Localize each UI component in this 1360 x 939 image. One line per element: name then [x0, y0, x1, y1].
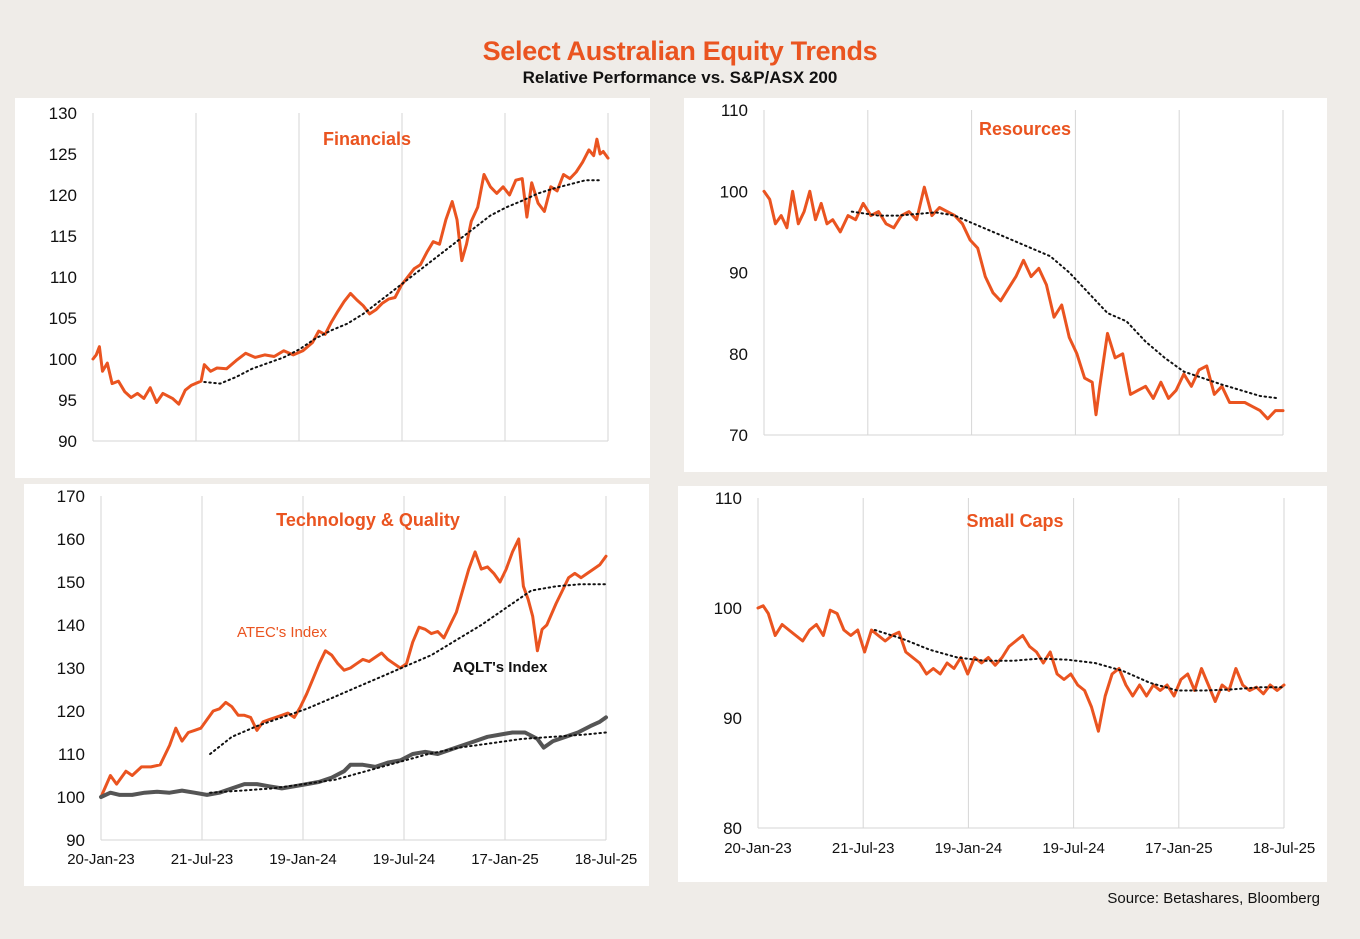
series-line: [762, 185, 1285, 421]
y-tick-label: 110: [721, 101, 748, 120]
x-tick-label: 20-Jan-23: [67, 851, 135, 868]
y-tick-label: 120: [49, 186, 77, 205]
moving-average-line: [209, 583, 607, 755]
moving-average-line: [850, 210, 1281, 400]
y-tick-label: 70: [729, 426, 748, 445]
y-tick-label: 80: [723, 819, 742, 838]
y-tick-label: 150: [57, 573, 85, 592]
resources-panel: 70 80 90 100 110 Resources: [684, 98, 1327, 472]
financials-chart: 90 95 100 105 110 115 120 125 130 Financials: [49, 104, 610, 451]
y-tick-label: 100: [720, 182, 748, 201]
series-annotation: AQLT's Index: [453, 659, 549, 676]
y-tick-label: 100: [49, 350, 77, 369]
technology-quality-chart: 90 100 110 120 130 140 150 160 170 20-Jan-23 21-Ju…: [57, 487, 638, 868]
small-caps-chart: 80 90 100 110 20-Jan-23 21-Jul-23 19-Jan-24 19-…: [714, 489, 1316, 857]
series-line: [99, 537, 608, 799]
x-tick-label: 19-Jul-24: [373, 851, 436, 868]
page-title: Select Australian Equity Trends: [482, 36, 878, 66]
x-tick-label: 21-Jul-23: [832, 840, 895, 857]
x-tick-label: 20-Jan-23: [724, 840, 792, 857]
y-tick-label: 90: [66, 831, 85, 850]
series-annotation: ATEC's Index: [237, 624, 328, 641]
y-tick-label: 90: [723, 709, 742, 728]
moving-average-line: [203, 179, 603, 385]
series-line: [91, 137, 610, 406]
small-caps-panel: 80 90 100 110 20-Jan-23 21-Jul-23 19-Jan-24 19-…: [678, 486, 1327, 882]
y-tick-label: 130: [57, 659, 85, 678]
resources-chart: 70 80 90 100 110 Resources: [720, 101, 1285, 445]
y-tick-label: 95: [58, 391, 77, 410]
y-tick-label: 100: [714, 599, 742, 618]
y-tick-label: 110: [58, 745, 85, 764]
page-subtitle: Relative Performance vs. S&P/ASX 200: [522, 68, 838, 87]
chart-title: Financials: [323, 129, 411, 149]
x-tick-label: 19-Jan-24: [269, 851, 337, 868]
y-tick-label: 110: [50, 268, 77, 287]
y-tick-label: 160: [57, 530, 85, 549]
moving-average-line: [873, 629, 1285, 692]
x-tick-label: 21-Jul-23: [171, 851, 234, 868]
y-tick-label: 140: [57, 616, 85, 635]
y-tick-label: 115: [50, 227, 77, 246]
x-tick-label: 17-Jan-25: [471, 851, 539, 868]
technology-quality-panel: 90 100 110 120 130 140 150 160 170 20-Jan-23 21-Ju…: [24, 484, 649, 886]
y-tick-label: 90: [729, 264, 748, 283]
moving-average-line: [209, 731, 607, 794]
y-tick-label: 100: [57, 788, 85, 807]
y-tick-label: 110: [715, 489, 742, 508]
y-tick-label: 170: [57, 487, 85, 506]
y-tick-label: 125: [49, 145, 77, 164]
financials-panel: 90 95 100 105 110 115 120 125 130 Financials: [15, 98, 650, 478]
source-note: Source: Betashares, Bloomberg: [1107, 890, 1320, 907]
y-tick-label: 120: [57, 702, 85, 721]
chart-title: Technology & Quality: [276, 510, 460, 530]
x-tick-label: 18-Jul-25: [575, 851, 638, 868]
x-tick-label: 19-Jul-24: [1042, 840, 1105, 857]
chart-title: Resources: [979, 119, 1071, 139]
x-tick-label: 19-Jan-24: [935, 840, 1003, 857]
y-tick-label: 90: [58, 432, 77, 451]
y-tick-label: 80: [729, 345, 748, 364]
y-tick-label: 130: [49, 104, 77, 123]
series-line: [756, 604, 1286, 733]
x-tick-label: 17-Jan-25: [1145, 840, 1213, 857]
x-tick-label: 18-Jul-25: [1253, 840, 1316, 857]
chart-title: Small Caps: [966, 511, 1063, 531]
y-tick-label: 105: [49, 309, 77, 328]
